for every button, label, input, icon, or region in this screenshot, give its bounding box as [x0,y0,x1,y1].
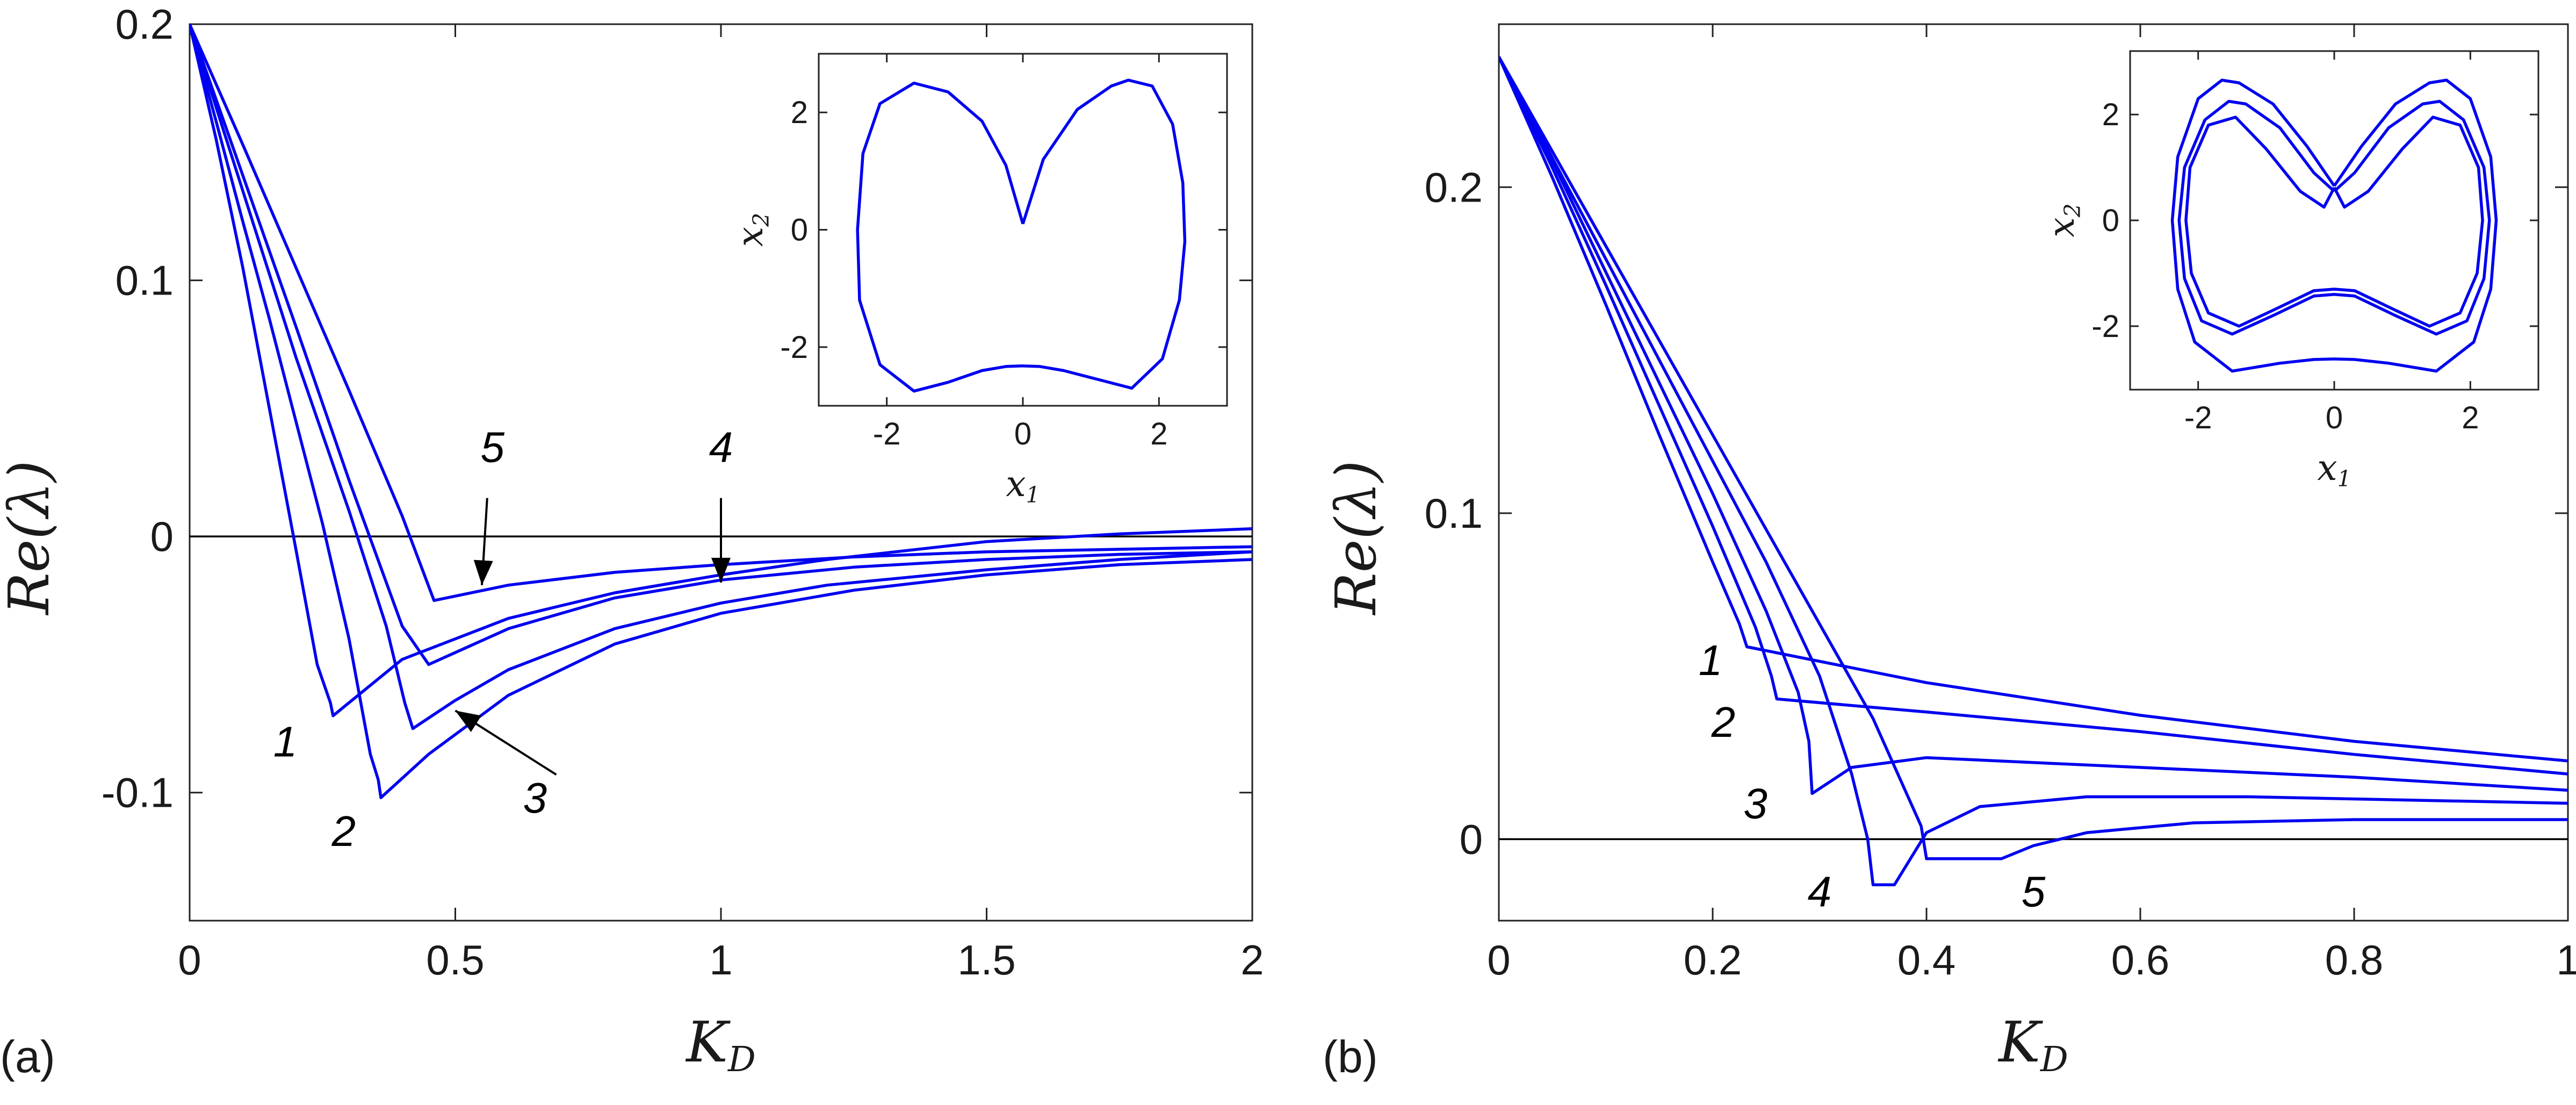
y-axis-title: Re(λ) [1323,461,1389,616]
x-tick-label: 0.4 [1897,936,1956,984]
x-tick-label: 2 [1240,936,1264,984]
inset-orbit-inner [2184,116,2484,328]
series-5-line [190,24,1252,602]
curve-label-2: 2 [331,807,356,855]
x-tick-label: 0.8 [2325,936,2383,984]
inset-orbit-outer [2170,78,2498,373]
y-tick-label: 0.1 [1425,490,1483,537]
inset-y-title-sub: 2 [748,213,774,227]
inset-orbit-orbit [856,78,1187,393]
inset-frame [2129,50,2539,391]
annotation-arrow-head [455,711,481,732]
curve-label-5: 5 [480,423,504,471]
inset-x-tick-label: -2 [2184,400,2212,435]
y-tick-label: -0.1 [102,769,174,816]
panel-label: (a) [0,1031,55,1082]
annotation-arrow-head [473,559,493,585]
x-axis-title-main: K [685,1009,731,1075]
inset-x-title-sub: 1 [1026,482,1040,508]
x-tick-label: 0.2 [1684,936,1742,984]
inset-x-tick-label: 2 [1150,417,1167,451]
inset-x-tick-label: 0 [1014,417,1031,451]
series-4-line [190,24,1252,666]
inset-x-title-sub: 1 [2337,466,2351,492]
x-axis-title-sub: D [2040,1039,2068,1080]
series-2-line [190,24,1252,799]
series-1-line [190,24,1252,717]
panel-label: (b) [1323,1031,1378,1082]
x-axis-title: KD [1997,1009,2068,1080]
inset-y-tick-label: 0 [2102,203,2119,238]
series-1-line [1499,56,2568,763]
y-tick-label: 0 [1460,815,1483,863]
inset-x-tick-label: -2 [873,417,901,451]
plot-frame [1498,23,2569,922]
series-4-line [1499,56,2568,887]
annotation-arrow-head [711,557,731,583]
y-tick-label: 0.2 [116,1,174,48]
inset-x-title-main: x [2317,447,2337,489]
inset-x-tick-label: 2 [2462,400,2479,435]
series-3-line [1499,56,2568,795]
inset-orbit-middle [2177,99,2491,336]
inset-y-title-main: x [730,227,771,247]
inset-x-title-main: x [1006,463,1026,505]
y-tick-label: 0 [150,513,174,560]
x-tick-label: 1.5 [957,936,1015,984]
x-axis-title-main: K [1997,1009,2043,1075]
plot-frame [189,23,1253,922]
x-tick-label: 0.6 [2111,936,2169,984]
inset-y-tick-label: 0 [791,213,808,248]
x-tick-label: 0 [178,936,201,984]
curve-label-4: 4 [1808,867,1832,915]
curve-label-2: 2 [1711,698,1736,746]
curve-label-3: 3 [1743,780,1767,828]
curve-label-1: 1 [1699,636,1723,684]
inset-y-title-main: x [2041,217,2082,237]
inset-y-title-sub: 2 [2060,203,2086,218]
x-tick-label: 1 [2556,936,2576,984]
y-axis-title: Re(λ) [0,461,62,616]
x-axis-title: KD [685,1009,755,1080]
inset-y-tick-label: -2 [2091,309,2119,344]
curve-label-1: 1 [273,717,298,765]
inset-y-tick-label: 2 [2102,97,2119,132]
x-tick-label: 0 [1487,936,1510,984]
inset-y-tick-label: 2 [791,95,808,130]
curve-label-4: 4 [709,423,733,471]
x-tick-label: 1 [709,936,732,984]
x-axis-title-sub: D [727,1039,756,1080]
curve-label-5: 5 [2022,867,2046,915]
inset-x-title: x1 [1006,463,1040,508]
y-tick-label: 0.2 [1425,163,1483,211]
curve-label-3: 3 [523,774,547,822]
series-2-line [1499,56,2568,776]
series-3-line [190,24,1252,730]
inset-y-title: x2 [730,213,774,247]
y-tick-label: 0.1 [116,257,174,304]
inset-y-tick-label: -2 [780,330,808,365]
series-5-line [1499,56,2568,860]
inset-x-title: x1 [2317,447,2351,492]
inset-x-tick-label: 0 [2326,400,2343,435]
x-tick-label: 0.5 [426,936,484,984]
inset-y-title: x2 [2041,203,2086,237]
